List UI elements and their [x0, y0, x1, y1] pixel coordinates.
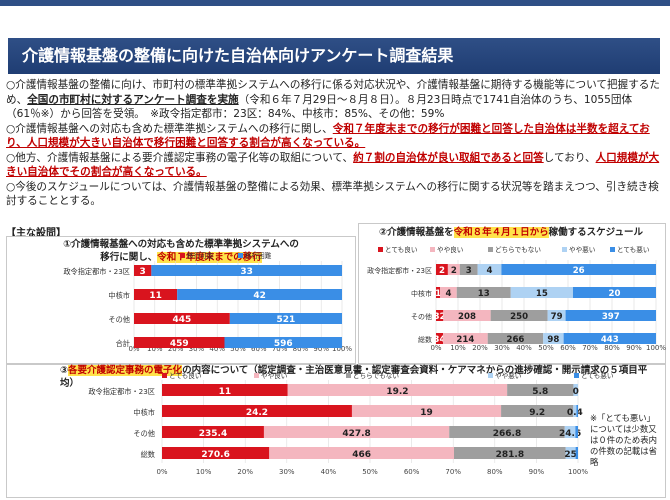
chart-panel-2	[358, 223, 666, 364]
chart-1-title-highlight: 令和７年度末までの移行	[157, 252, 262, 263]
chart-1-title-line2a: 移行に関し、	[100, 252, 158, 263]
chart-2-title-a: ②介護情報基盤を	[379, 227, 454, 238]
chart-2-title-c: 稼働するスケジュール	[548, 227, 643, 238]
intro-p4-text: ○今後のスケジュールについては、介護情報基盤の整備による効果、標準準拠システムへ…	[6, 180, 659, 208]
chart-2-title: ②介護情報基盤を令和８年４月１日から稼働するスケジュール	[362, 226, 660, 239]
section-label: 【主な設問】	[6, 228, 66, 239]
intro-p2-emphasis: 令和７年度末までの移行が困難と回答した自治体は半数を超えており、人口規模が大きい…	[6, 122, 650, 150]
intro-p3-text: ○他方、介護情報基盤による要介護認定事務の電子化等の取組について、	[6, 151, 354, 164]
intro-p1-text: ○介護情報基盤の整備に向け、市町村の標準準拠システムへの移行に係る対応状況や、介…	[6, 79, 660, 106]
chart-3-title-c: の内容について（認定調査・主治医意見書・認定審査会資料・ケアマネからの進捗確認・…	[60, 365, 648, 389]
chart-3-title-a: ③	[60, 365, 69, 376]
top-accent-bar	[0, 0, 670, 6]
intro-text: ○介護情報基盤の整備に向け、市町村の標準準拠システムへの移行に係る対応状況や、介…	[6, 78, 664, 209]
intro-paragraph-4: ○今後のスケジュールについては、介護情報基盤の整備による効果、標準準拠システムへ…	[6, 180, 664, 209]
intro-paragraph-3: ○他方、介護情報基盤による要介護認定事務の電子化等の取組について、約７割の自治体…	[6, 151, 664, 180]
intro-p2-text: ○介護情報基盤への対応も含めた標準準拠システムへの移行に関し、	[6, 122, 333, 135]
intro-p1-text2: （令和６年７月29日～８月８日）。８月23日時点で1741自治体のうち、1055…	[6, 93, 633, 121]
chart-3-title-highlight: 各要介護認定事務の電子化	[68, 365, 183, 376]
chart-3-title: ③各要介護認定事務の電子化の内容について（認定調査・主治医意見書・認定審査会資料…	[60, 364, 660, 390]
chart-1-title: ①介護情報基盤への対応も含めた標準準拠システムへの 移行に関し、令和７年度末まで…	[56, 238, 306, 264]
chart-1-title-line1: ①介護情報基盤への対応も含めた標準準拠システムへの	[63, 239, 299, 250]
intro-p3-emphasis: 約７割の自治体が良い取組であると回答	[353, 151, 544, 164]
page-title: 介護情報基盤の整備に向けた自治体向けアンケート調査結果	[8, 38, 660, 74]
intro-p3-emphasis2: 人口規模が大きい自治体でその割合が高くなっている。	[6, 151, 660, 179]
footnote: ※「とても悪い」については少数又は０件のため表内の件数の記載は省略	[590, 413, 657, 467]
intro-p3-text2: しており、	[543, 151, 596, 164]
intro-paragraph-1: ○介護情報基盤の整備に向け、市町村の標準準拠システムへの移行に係る対応状況や、介…	[6, 78, 664, 122]
chart-1-title-line2: 移行に関し、令和７年度末までの移行	[56, 251, 306, 264]
chart-2-title-highlight: 令和８年４月１日から	[453, 227, 549, 238]
intro-paragraph-2: ○介護情報基盤への対応も含めた標準準拠システムへの移行に関し、令和７年度末までの…	[6, 122, 664, 151]
intro-p1-emphasis: 全国の市町村に対するアンケート調査を実施	[27, 93, 239, 106]
